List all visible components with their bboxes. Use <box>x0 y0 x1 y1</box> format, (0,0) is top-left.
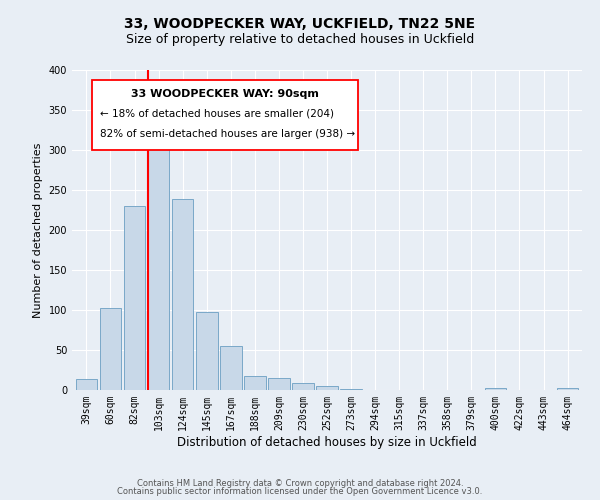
Bar <box>340 389 362 390</box>
Text: ← 18% of detached houses are smaller (204): ← 18% of detached houses are smaller (20… <box>100 108 334 118</box>
Text: Size of property relative to detached houses in Uckfield: Size of property relative to detached ho… <box>126 32 474 46</box>
FancyBboxPatch shape <box>92 80 358 150</box>
Bar <box>76 379 97 390</box>
Text: 33, WOODPECKER WAY, UCKFIELD, TN22 5NE: 33, WOODPECKER WAY, UCKFIELD, TN22 5NE <box>124 18 476 32</box>
Bar <box>292 383 314 390</box>
Text: 33 WOODPECKER WAY: 90sqm: 33 WOODPECKER WAY: 90sqm <box>131 89 319 99</box>
Bar <box>268 378 290 390</box>
Bar <box>316 386 338 390</box>
Y-axis label: Number of detached properties: Number of detached properties <box>33 142 43 318</box>
Text: Contains HM Land Registry data © Crown copyright and database right 2024.: Contains HM Land Registry data © Crown c… <box>137 478 463 488</box>
Bar <box>557 388 578 390</box>
Text: Contains public sector information licensed under the Open Government Licence v3: Contains public sector information licen… <box>118 487 482 496</box>
X-axis label: Distribution of detached houses by size in Uckfield: Distribution of detached houses by size … <box>177 436 477 448</box>
Bar <box>220 346 242 390</box>
Bar <box>148 128 169 390</box>
Text: 82% of semi-detached houses are larger (938) →: 82% of semi-detached houses are larger (… <box>100 129 355 139</box>
Bar <box>485 388 506 390</box>
Bar <box>100 308 121 390</box>
Bar <box>124 206 145 390</box>
Bar <box>244 376 266 390</box>
Bar <box>172 199 193 390</box>
Bar <box>196 312 218 390</box>
